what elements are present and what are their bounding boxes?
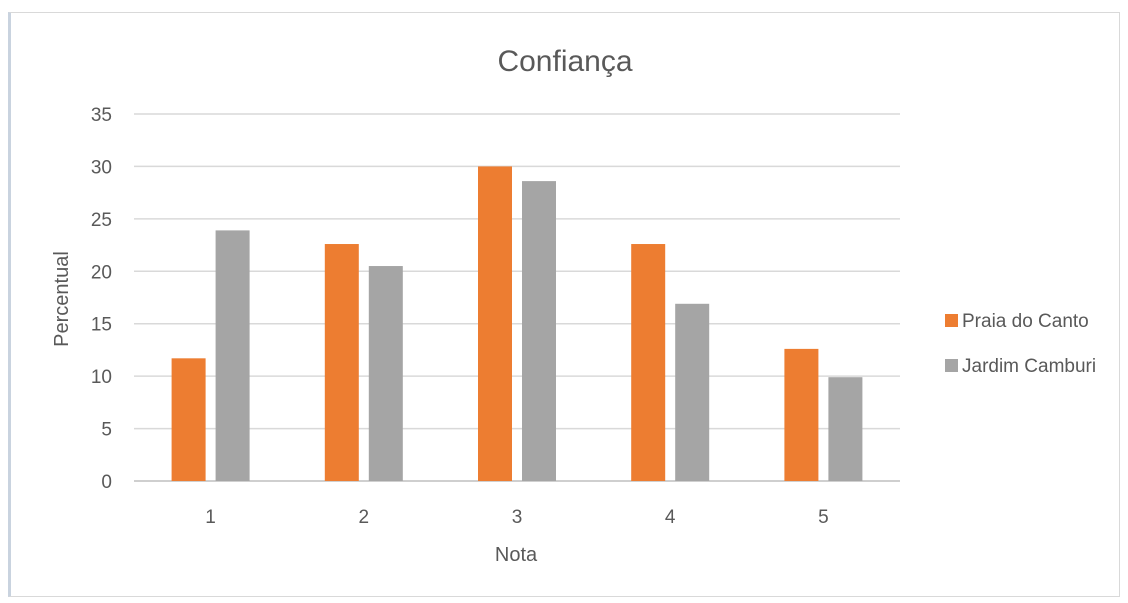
y-tick-labels: 0 5 10 15 20 25 30 35 [91,105,112,493]
x-tick-label: 1 [205,507,216,528]
x-tick-label: 3 [512,507,523,528]
y-tick-label: 15 [91,315,112,336]
bar [784,348,819,481]
chart-title: Confiança [497,45,632,78]
x-tick-labels: 1 2 3 4 5 [205,507,828,528]
legend-label: Praia do Canto [962,311,1089,332]
y-tick-label: 35 [91,105,112,126]
y-tick-label: 10 [91,367,112,388]
legend-swatch [945,359,958,372]
legend-swatch [945,314,958,327]
bar [478,166,512,481]
bars [171,166,863,481]
y-tick-label: 0 [101,472,112,493]
x-tick-label: 2 [359,507,370,528]
bar [631,244,666,481]
y-tick-label: 25 [91,210,112,231]
y-tick-label: 5 [101,420,112,441]
bar [522,181,556,481]
bar [828,377,863,481]
bar [215,230,250,481]
bar [324,244,359,481]
y-axis-label: Percentual [51,251,73,347]
chart-frame [8,12,1120,597]
x-axis-label: Nota [495,544,538,566]
legend: Praia do Canto Jardim Camburi [945,311,1096,377]
y-tick-label: 30 [91,157,112,178]
x-tick-label: 5 [818,507,829,528]
legend-label: Jardim Camburi [962,356,1096,377]
gridlines [134,113,900,482]
y-tick-label: 20 [91,262,112,283]
x-tick-label: 4 [665,507,676,528]
bar [171,358,206,481]
bar [368,266,403,481]
bar [675,303,710,481]
